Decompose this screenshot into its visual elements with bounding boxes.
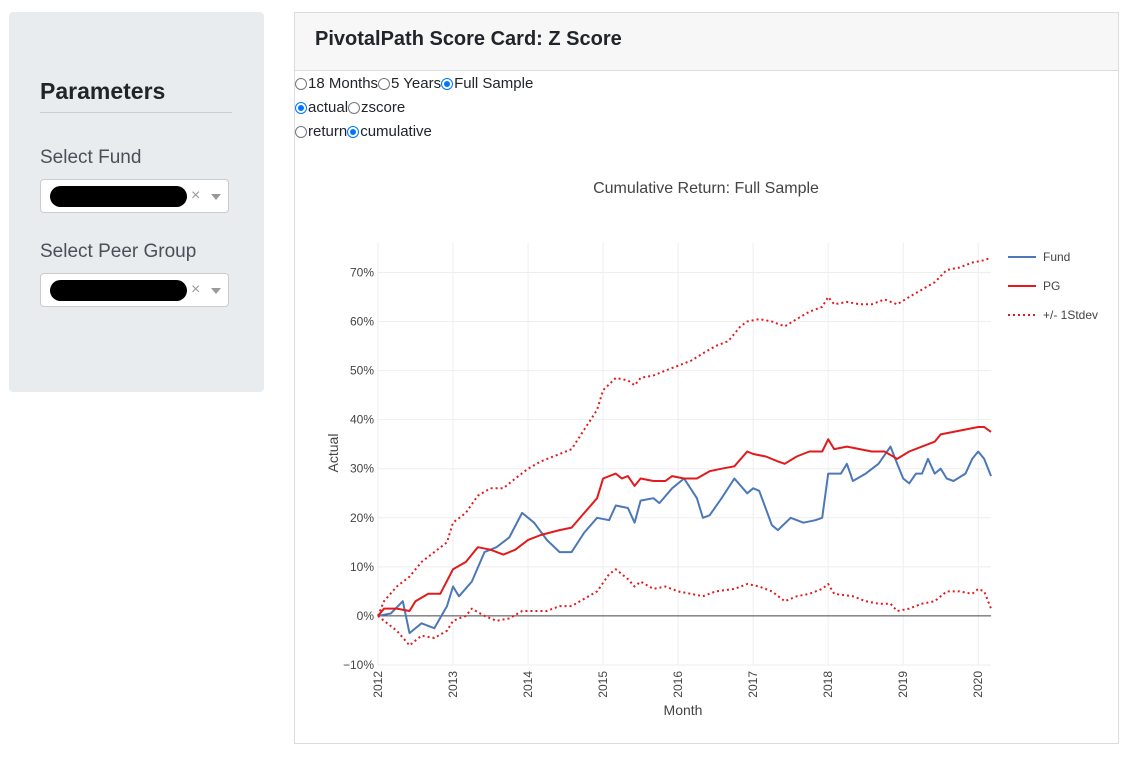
radio-5-years-label[interactable]: 5 Years	[391, 75, 442, 92]
peer-group-select[interactable]: ×	[40, 273, 229, 307]
fund-chevron-down-icon[interactable]	[211, 194, 221, 200]
series-line-stdev-band-3	[377, 568, 992, 647]
fund-value-redacted	[50, 186, 187, 207]
y-tick-label: 70%	[350, 265, 374, 279]
radio-full-sample-label[interactable]: Full Sample	[454, 75, 534, 92]
radio-18-months[interactable]: 18 Months	[295, 75, 378, 92]
fund-clear-icon[interactable]: ×	[191, 187, 201, 204]
x-axis-title: Month	[664, 702, 703, 718]
radio-cumulative[interactable]: cumulative	[347, 123, 432, 140]
radio-cumulative-label[interactable]: cumulative	[360, 123, 432, 140]
radio-zscore[interactable]: zscore	[348, 99, 405, 116]
peer-group-chevron-down-icon[interactable]	[211, 288, 221, 294]
y-tick-label: −10%	[343, 658, 374, 672]
radio-full-sample[interactable]: Full Sample	[441, 75, 533, 92]
y-tick-label: 10%	[350, 560, 374, 574]
measure-radio-group: actual zscore	[295, 99, 405, 116]
radio-actual-label[interactable]: actual	[308, 99, 349, 116]
x-tick-label: 2018	[821, 671, 835, 698]
radio-zscore-circle[interactable]	[348, 101, 361, 114]
fund-select[interactable]: ×	[40, 179, 229, 213]
series-lines	[377, 256, 992, 647]
peer-group-clear-icon[interactable]: ×	[191, 281, 201, 298]
series-line-pg	[377, 426, 992, 617]
chart-legend[interactable]: Fund PG +/- 1Stdev	[1008, 250, 1098, 322]
legend-entry: +/- 1Stdev	[1043, 308, 1098, 322]
x-tick-label: 2013	[446, 671, 460, 698]
chart-title: Cumulative Return: Full Sample	[593, 180, 819, 197]
peer-group-value-redacted	[50, 280, 187, 301]
y-tick-label: 30%	[350, 462, 374, 476]
period-radio-group: 18 Months 5 Years Full Sample	[295, 75, 533, 92]
radio-18-months-circle[interactable]	[295, 77, 307, 90]
y-tick-label: 0%	[357, 609, 375, 623]
x-tick-label: 2012	[371, 671, 385, 698]
y-tick-label: 50%	[350, 364, 374, 378]
x-tick-labels: 2012 2013 2014 2015 2016 2017 2018 2019 2020	[371, 671, 985, 698]
y-tick-label: 40%	[350, 413, 374, 427]
x-tick-label: 2020	[971, 671, 985, 698]
radio-return-circle[interactable]	[295, 125, 307, 138]
radio-cumulative-circle[interactable]	[347, 125, 360, 138]
series-line-fund	[377, 445, 992, 635]
radio-5-years-circle[interactable]	[378, 77, 391, 90]
radio-5-years[interactable]: 5 Years	[378, 75, 441, 92]
radio-full-sample-circle[interactable]	[441, 77, 454, 90]
chart-grid	[377, 243, 991, 666]
radio-actual[interactable]: actual	[295, 99, 348, 116]
legend-entry: Fund	[1043, 250, 1070, 264]
parameters-panel: Parameters Select Fund × Select Peer Gro…	[9, 12, 264, 392]
x-tick-label: 2019	[896, 671, 910, 698]
radio-actual-circle[interactable]	[295, 101, 307, 114]
x-tick-label: 2016	[671, 671, 685, 698]
y-tick-labels: −10% 0% 10% 20% 30% 40% 50% 60% 70%	[343, 265, 374, 672]
x-tick-label: 2017	[746, 671, 760, 698]
x-tick-label: 2015	[596, 671, 610, 698]
radio-zscore-label[interactable]: zscore	[361, 99, 406, 116]
y-tick-label: 20%	[350, 511, 374, 525]
card-title: PivotalPath Score Card: Z Score	[315, 28, 622, 50]
y-axis-title: Actual	[325, 434, 341, 473]
radio-return[interactable]: return	[295, 123, 347, 140]
series-line-stdev-band-2	[377, 256, 992, 617]
radio-18-months-label[interactable]: 18 Months	[308, 75, 379, 92]
score-card: PivotalPath Score Card: Z Score 18 Month…	[294, 12, 1119, 744]
radio-return-label[interactable]: return	[308, 123, 348, 140]
card-header: PivotalPath Score Card: Z Score	[295, 13, 1118, 71]
select-fund-label: Select Fund	[40, 147, 142, 168]
legend-entry: PG	[1043, 279, 1060, 293]
parameters-heading: Parameters	[40, 78, 166, 104]
heading-divider	[40, 112, 232, 113]
mode-radio-group: return cumulative	[295, 123, 432, 140]
select-peer-group-label: Select Peer Group	[40, 241, 197, 262]
x-tick-label: 2014	[521, 671, 535, 698]
y-tick-label: 60%	[350, 315, 374, 329]
